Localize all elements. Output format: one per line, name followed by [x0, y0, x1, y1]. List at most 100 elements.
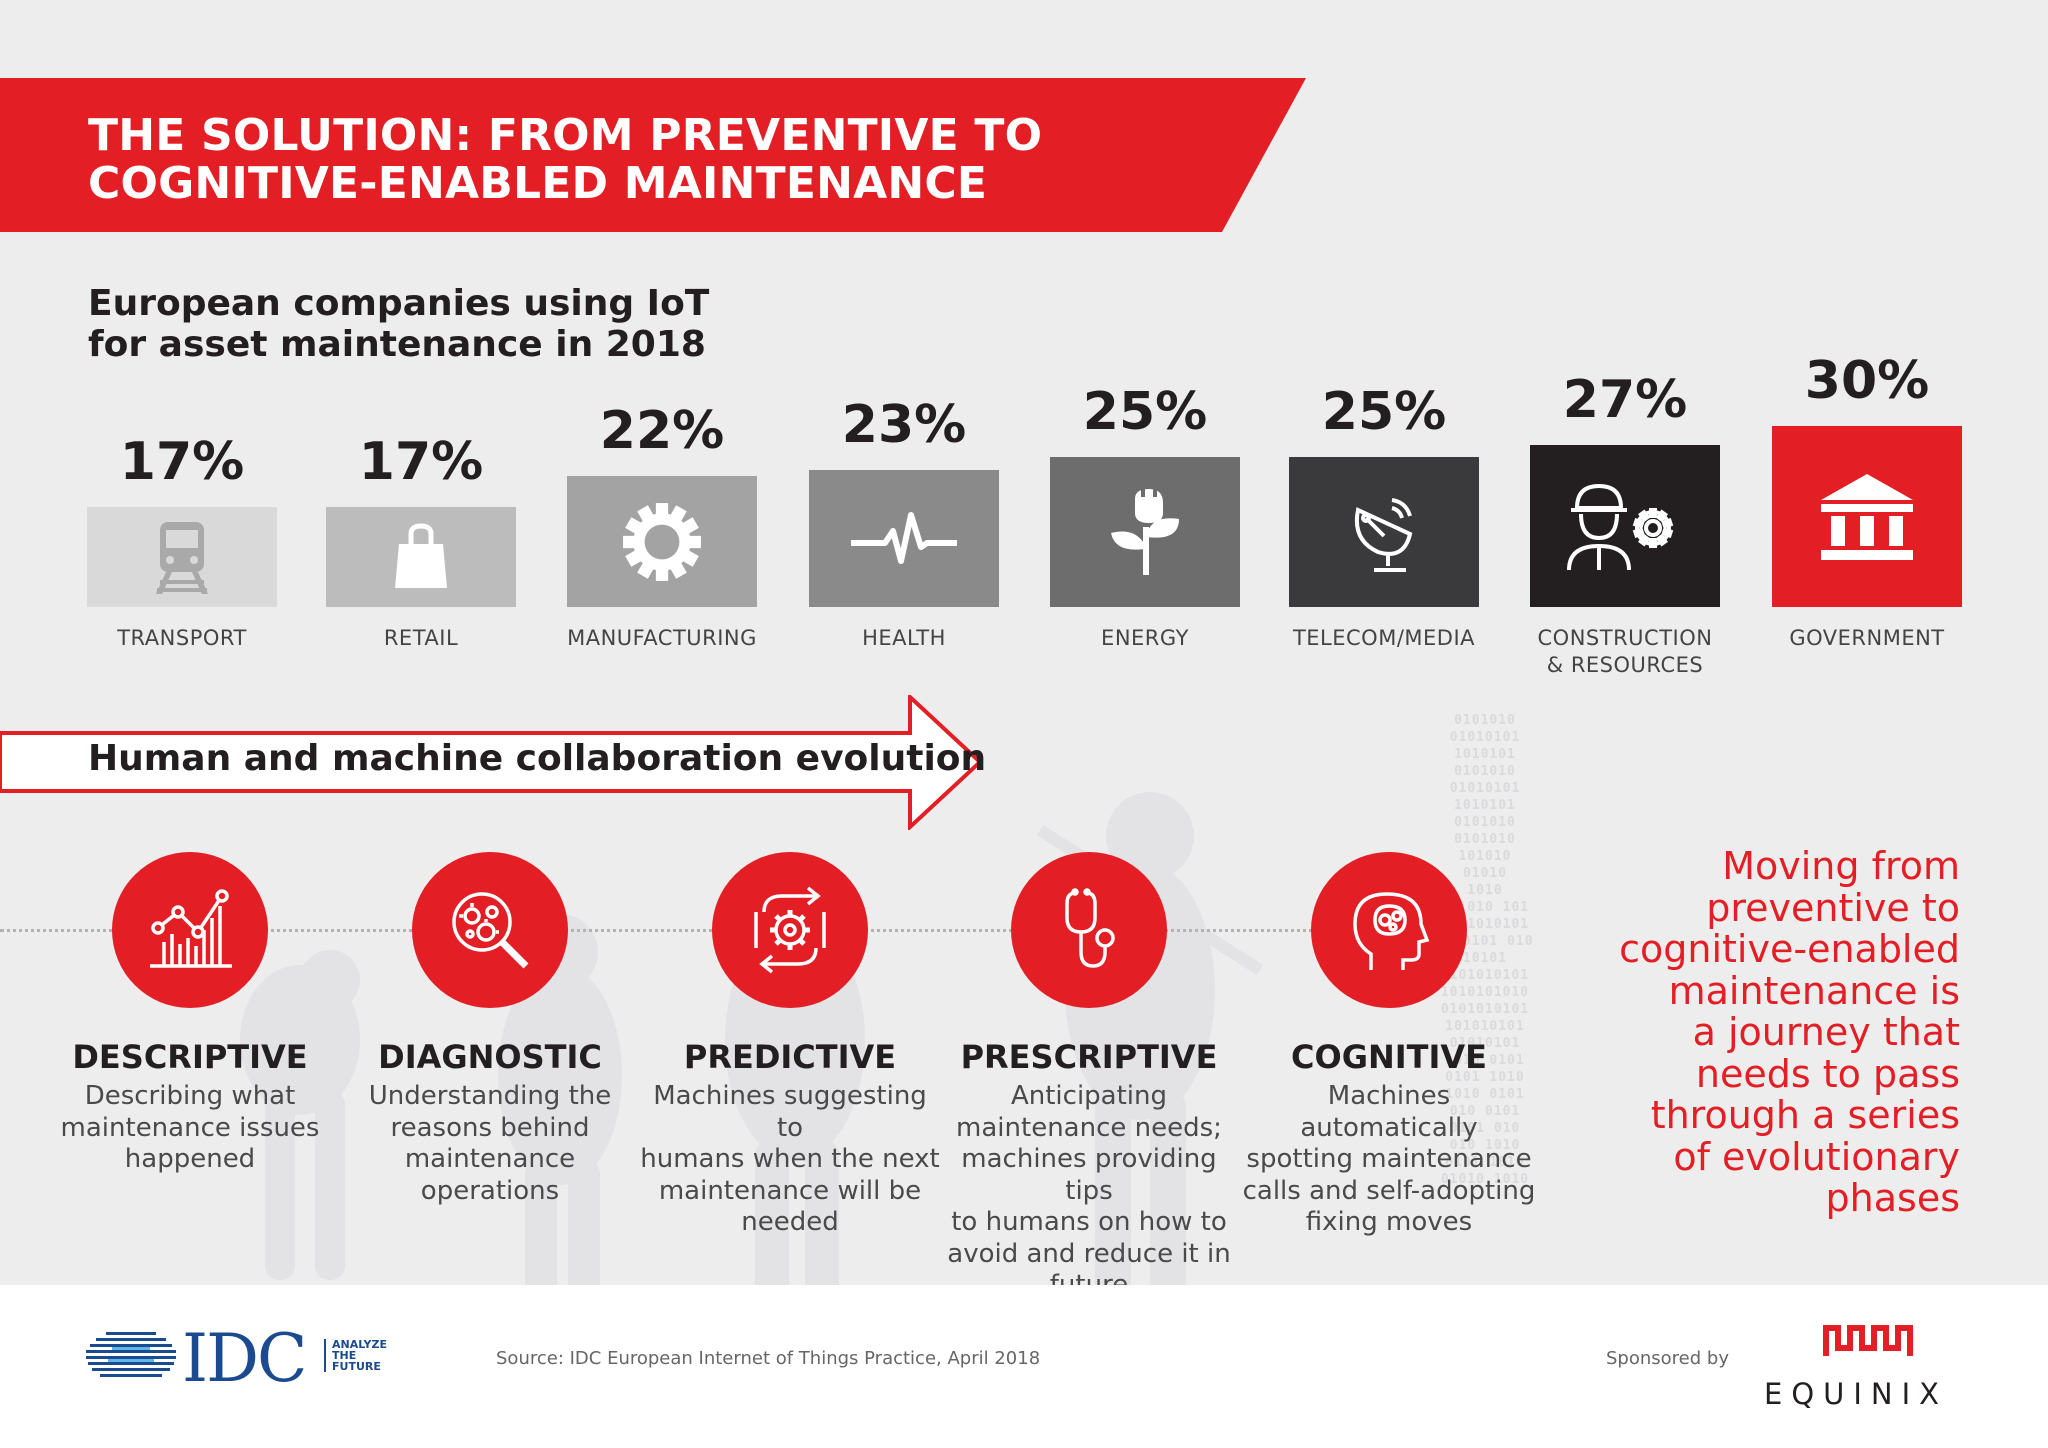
phase-description-line: humans when the next — [640, 1144, 940, 1174]
chart-title-line-2: for asset maintenance in 2018 — [88, 324, 706, 365]
sponsored-by-label: Sponsored by — [1606, 1348, 1729, 1369]
equinix-logo-text: EQUINIX — [1764, 1377, 1949, 1411]
phase-description: Understanding the reasons behind mainten… — [340, 1081, 640, 1207]
brain-head-icon — [1311, 852, 1467, 1008]
idc-tagline-line: THE — [332, 1349, 357, 1362]
evolution-title: Human and machine collaboration evolutio… — [88, 738, 987, 779]
idc-logo-text: IDC — [182, 1320, 307, 1397]
idc-tagline: ANALYZE THE FUTURE — [324, 1339, 387, 1372]
chart-title-line-1: European companies using IoT — [88, 283, 710, 324]
bar-chart: 17% TRANSPORT 17% RETAIL 22% MANUFACTURING 23%… — [0, 0, 2048, 700]
phase-description-line: avoid and reduce it in — [947, 1238, 1231, 1269]
phase-title: DIAGNOSTIC — [378, 1038, 602, 1076]
footer — [0, 1285, 2048, 1448]
bar-category-label-line: HEALTH — [862, 626, 946, 650]
quote-line: needs to pass — [1695, 1051, 1960, 1096]
idc-tagline-line: ANALYZE — [332, 1338, 387, 1351]
bar-category-label: HEALTH — [779, 625, 1029, 652]
phase-description: Anticipating maintenance needs; machines… — [939, 1081, 1239, 1302]
idc-tagline-line: FUTURE — [332, 1360, 381, 1373]
bar — [1050, 457, 1240, 607]
quote-line: through a series — [1650, 1093, 1960, 1137]
phase-description-line: Machines suggesting to — [653, 1081, 927, 1143]
phase-description-line: Machines automatically — [1300, 1081, 1478, 1143]
bar-value-label: 27% — [1562, 370, 1688, 430]
bar — [809, 470, 999, 607]
banner-shape — [0, 78, 1306, 232]
plant-plug-icon — [1109, 487, 1181, 577]
title-banner — [0, 78, 1310, 232]
page-title-line-2: COGNITIVE-ENABLED MAINTENANCE — [88, 158, 988, 209]
bar-category-label: CONSTRUCTION & RESOURCES — [1500, 625, 1750, 679]
bar-category-label: TELECOM/MEDIA — [1259, 625, 1509, 652]
phase-description-line: maintenance needs; — [956, 1112, 1222, 1143]
quote-line: maintenance is — [1668, 968, 1960, 1013]
phase-description-line: maintenance — [404, 1144, 576, 1174]
gear-icon — [621, 501, 703, 583]
phase-title: PREDICTIVE — [683, 1038, 897, 1076]
bar — [567, 476, 757, 607]
phase-description-line: reasons behind — [390, 1112, 590, 1143]
bar-category-label-line: TELECOM/MEDIA — [1292, 626, 1476, 650]
quote-line: cognitive-enabled — [1619, 927, 1960, 971]
phase-description-line: calls and self-adopting — [1242, 1175, 1536, 1206]
phase-description-line: Describing what — [84, 1081, 296, 1111]
bar-category-label: RETAIL — [296, 625, 546, 652]
bar — [1772, 426, 1962, 607]
phase-description-line: machines providing tips — [961, 1144, 1217, 1206]
bar-category-label-line: ENERGY — [1101, 626, 1189, 650]
phase-description-line: maintenance issues — [60, 1112, 320, 1143]
government-building-icon — [1817, 472, 1917, 562]
satellite-dish-icon — [1348, 490, 1420, 574]
worker-gear-icon — [1563, 480, 1687, 572]
phase-description: Machines suggesting to humans when the n… — [640, 1081, 940, 1239]
train-icon — [146, 518, 218, 596]
source-note: Source: IDC European Internet of Things … — [496, 1348, 1041, 1369]
page-title: THE SOLUTION: FROM PREVENTIVE TO COGNITI… — [88, 112, 1042, 208]
timeline-dotted-line — [0, 929, 1320, 932]
bar-category-label: TRANSPORT — [57, 625, 307, 652]
bar-category-label-line: CONSTRUCTION — [1537, 626, 1713, 650]
phase-description: Describing what maintenance issues happe… — [40, 1081, 340, 1176]
gear-cycle-icon — [712, 852, 868, 1008]
quote-line: Moving from — [1722, 844, 1960, 888]
bar-value-label: 17% — [119, 432, 245, 492]
bar-category-label-line: MANUFACTURING — [567, 626, 757, 650]
chart-growth-icon — [112, 852, 268, 1008]
page-title-line-1: THE SOLUTION: FROM PREVENTIVE TO — [88, 110, 1043, 161]
quote-line: preventive to — [1706, 885, 1960, 930]
bar-category-label: MANUFACTURING — [537, 625, 787, 652]
bar — [87, 507, 277, 607]
idc-globe-logo — [86, 1332, 176, 1377]
phase-description-line: maintenance will be — [658, 1175, 922, 1206]
evolution-arrow — [0, 695, 983, 830]
equinix-logo-mark — [1823, 1325, 1913, 1356]
phase-description-line: happened — [124, 1144, 256, 1174]
bar-category-label-line: RETAIL — [383, 626, 459, 650]
bar-category-label-line: GOVERNMENT — [1789, 626, 1945, 650]
heartbeat-icon — [849, 509, 959, 569]
stethoscope-icon — [1011, 852, 1167, 1008]
chart-title: European companies using IoT for asset m… — [88, 283, 709, 365]
phase-description-line: Anticipating — [1010, 1081, 1168, 1111]
phase-title: DESCRIPTIVE — [72, 1038, 308, 1076]
shopping-bag-icon — [391, 522, 451, 592]
phase-description-line: needed — [741, 1207, 839, 1237]
phase-description-line: Understanding the — [368, 1081, 612, 1111]
phase-description-line: fixing moves — [1305, 1207, 1473, 1237]
bar — [1289, 457, 1479, 607]
bar-value-label: 17% — [358, 432, 484, 492]
bar-category-label: ENERGY — [1020, 625, 1270, 652]
bar-value-label: 25% — [1321, 382, 1447, 442]
phase-title: PRESCRIPTIVE — [960, 1038, 1218, 1076]
side-quote: Moving from preventive to cognitive-enab… — [1600, 844, 1960, 1220]
phase-description-line: to humans on how to — [951, 1207, 1227, 1237]
quote-line: phases — [1825, 1176, 1960, 1220]
binary-figure-decoration: 0101010 01010101 1010101 0101010 01010101 101… — [1436, 713, 1534, 1187]
bar-value-label: 23% — [841, 395, 967, 455]
bar-value-label: 22% — [599, 401, 725, 461]
phase-description: Machines automatically spotting maintena… — [1239, 1081, 1539, 1239]
phase-title: COGNITIVE — [1291, 1038, 1487, 1076]
bar — [326, 507, 516, 607]
bar-category-label-line: & RESOURCES — [1546, 653, 1704, 677]
